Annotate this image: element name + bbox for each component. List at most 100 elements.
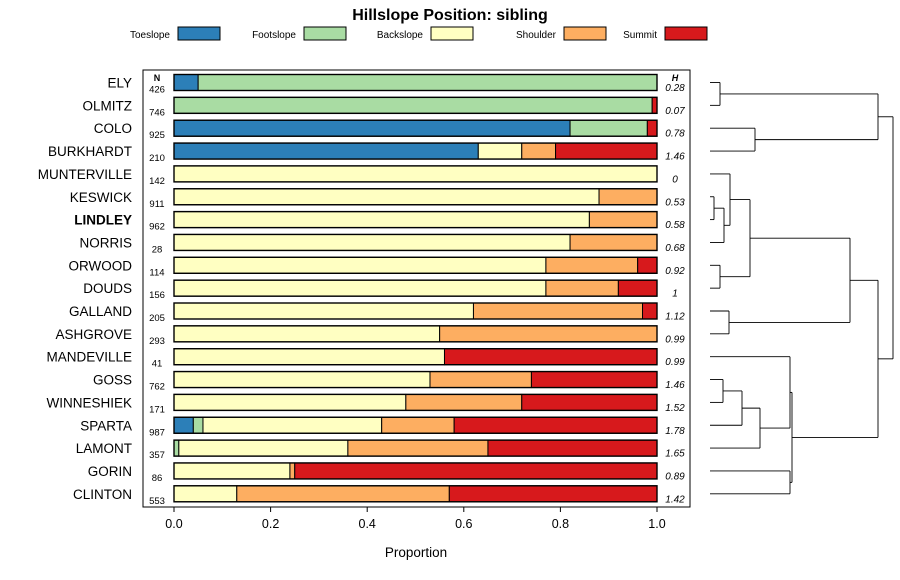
n-value: 746	[149, 107, 165, 118]
x-tick-label: 0.0	[165, 517, 182, 531]
h-value: 1.42	[665, 494, 685, 505]
bar-row-olmitz: OLMITZ 746 0.07	[83, 96, 685, 118]
bar-segment-shoulder	[569, 233, 658, 251]
bar-segment-shoulder	[289, 462, 296, 480]
x-axis-title: Proportion	[385, 545, 447, 560]
row-label: COLO	[94, 121, 132, 136]
bar-segment-backslope	[173, 393, 407, 411]
n-value: 357	[149, 450, 165, 461]
row-label: GALLAND	[69, 304, 132, 319]
bar-segment-summit	[555, 142, 658, 160]
bar-row-galland: GALLAND 205 1.12	[69, 302, 685, 324]
bar-segment-backslope	[173, 462, 291, 480]
x-tick-label: 0.8	[552, 517, 569, 531]
bar-row-sparta: SPARTA 987 1.78	[80, 416, 685, 438]
bar-outline	[173, 256, 658, 274]
bar-outline	[173, 210, 658, 229]
row-label: OLMITZ	[83, 98, 133, 113]
n-value: 293	[149, 336, 165, 347]
bar-row-burkhardt: BURKHARDT 210 1.46	[48, 142, 685, 164]
bar-outline	[173, 439, 658, 457]
n-value: 210	[149, 153, 165, 164]
h-value: 0.99	[665, 334, 685, 345]
legend-label-toeslope: Toeslope	[130, 30, 170, 41]
bar-outline	[173, 233, 658, 252]
bar-segment-toeslope	[173, 74, 199, 91]
h-value: 1.78	[665, 426, 685, 437]
row-label: LINDLEY	[74, 213, 132, 228]
bar-row-munterville: MUNTERVILLE 142 0	[38, 165, 678, 187]
bar-outline	[173, 393, 658, 412]
bar-segment-backslope	[173, 188, 600, 206]
bar-row-orwood: ORWOOD 114 0.92	[69, 256, 685, 278]
h-value: 0.99	[665, 357, 685, 368]
bar-segment-summit	[637, 256, 658, 274]
bar-segment-shoulder	[381, 416, 455, 434]
bar-segment-summit	[646, 119, 658, 137]
legend-label-footslope: Footslope	[252, 30, 296, 41]
bar-row-goss: GOSS 762 1.46	[93, 370, 685, 393]
x-axis: 0.0 0.2 0.4 0.6 0.8 1.0	[165, 507, 666, 531]
bar-segment-summit	[651, 96, 658, 114]
n-value: 762	[149, 382, 165, 393]
legend-label-backslope: Backslope	[377, 30, 424, 41]
n-value: 114	[149, 267, 164, 278]
bar-row-mandeville: MANDEVILLE 41 0.99	[46, 348, 685, 370]
bar-row-keswick: KESWICK 911 0.53	[70, 188, 685, 210]
bar-row-norris: NORRIS 28 0.68	[79, 233, 685, 255]
legend-swatch-summit	[664, 26, 708, 41]
row-label: BURKHARDT	[48, 144, 132, 159]
bar-segment-summit	[530, 371, 658, 389]
bar-row-colo: COLO 925 0.78	[94, 119, 685, 141]
plot-frame	[142, 69, 691, 508]
bar-segment-shoulder	[545, 279, 619, 297]
bar-row-lindley: LINDLEY 962 0.58	[74, 210, 685, 233]
bar-segment-toeslope	[173, 142, 479, 160]
bar-segment-footslope	[192, 416, 204, 434]
bar-segment-footslope	[173, 439, 180, 457]
bar-segment-shoulder	[521, 142, 557, 160]
bar-segment-shoulder	[236, 485, 450, 503]
bar-outline	[173, 73, 658, 92]
h-value: 0.07	[665, 106, 685, 117]
legend-swatch-footslope	[303, 26, 347, 41]
bar-outline	[173, 279, 658, 297]
row-label: CLINTON	[73, 487, 132, 502]
bar-segment-backslope	[173, 325, 441, 343]
legend-swatch-backslope	[430, 26, 474, 41]
bar-outline	[173, 119, 658, 137]
bar-segment-backslope	[173, 279, 547, 297]
bar-segment-backslope	[202, 416, 383, 434]
x-tick-label: 0.6	[455, 517, 472, 531]
bar-row-gorin: GORIN 86 0.89	[88, 462, 685, 484]
n-value: 925	[149, 130, 165, 141]
chart-title: Hillslope Position: sibling	[352, 7, 548, 24]
n-value: 426	[149, 85, 165, 96]
h-value: 0.78	[665, 129, 685, 140]
bar-segment-backslope	[173, 302, 474, 320]
n-value: 41	[152, 359, 163, 370]
bar-segment-backslope	[178, 439, 349, 457]
x-tick-label: 1.0	[648, 517, 665, 531]
h-column-header: H	[672, 73, 679, 83]
bar-outline	[173, 142, 658, 160]
bar-segment-summit	[521, 393, 658, 411]
bar-segment-shoulder	[429, 371, 532, 389]
bar-segment-backslope	[173, 371, 431, 389]
n-value: 553	[149, 496, 165, 507]
bar-row-winneshiek: WINNESHIEK 171 1.52	[46, 393, 685, 415]
h-value: 0.92	[665, 266, 685, 277]
bar-segment-summit	[617, 279, 658, 297]
row-label: DOUDS	[83, 281, 132, 296]
bar-segment-shoulder	[347, 439, 489, 457]
bar-outline	[173, 165, 658, 183]
bar-segment-shoulder	[545, 256, 639, 274]
bar-segment-backslope	[477, 142, 523, 160]
n-value: 205	[149, 313, 165, 324]
n-value: 987	[149, 427, 165, 438]
bar-segment-shoulder	[405, 393, 523, 411]
bar-segment-toeslope	[173, 416, 194, 434]
bar-segment-summit	[487, 439, 658, 457]
bar-segment-summit	[642, 302, 658, 320]
